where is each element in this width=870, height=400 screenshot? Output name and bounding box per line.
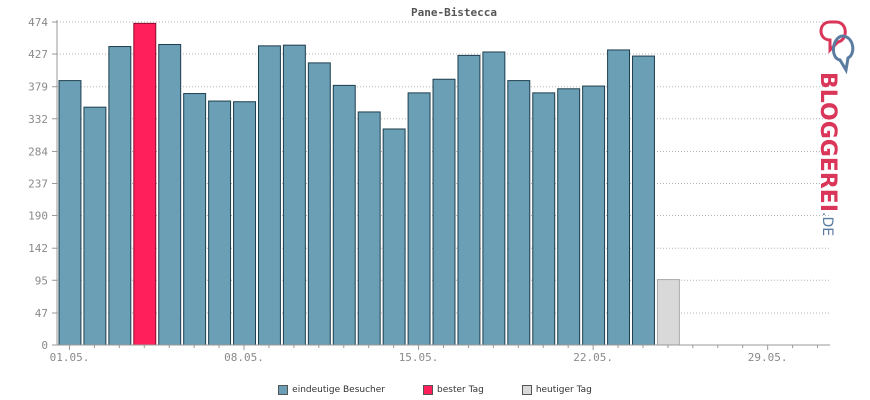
- bar-visitors: [183, 93, 207, 346]
- legend-label-today: heutiger Tag: [535, 385, 592, 395]
- legend-swatch-best-day: [423, 385, 433, 395]
- legend-label-best-day: bester Tag: [437, 385, 484, 395]
- logo-suffix: .DE: [819, 212, 835, 237]
- bar-visitors: [507, 80, 531, 346]
- x-axis-ticks: 01.05. 08.05. 15.05. 22.05. 29.05.: [50, 345, 819, 364]
- y-tick-label: 142: [28, 242, 48, 255]
- logo-wordmark: BLOGGEREI.DE: [812, 72, 842, 236]
- bars: [58, 22, 680, 346]
- bar-visitors: [233, 101, 256, 346]
- bar-visitors: [307, 62, 331, 346]
- bar-visitors: [108, 46, 132, 346]
- y-tick-label: 379: [28, 81, 48, 94]
- x-tick-label: 29.05.: [748, 351, 788, 364]
- bar-visitors: [83, 106, 107, 346]
- bar-visitors: [158, 43, 182, 346]
- bar-today: [656, 279, 680, 346]
- bar-visitors: [382, 128, 406, 346]
- logo-text: BLOGGEREI: [815, 72, 840, 213]
- bar-visitors: [607, 49, 631, 346]
- y-axis-ticks: 0 47 95 142 190 237 284 332 379 427 474: [28, 16, 57, 352]
- legend-item-best-day: bester Tag: [423, 385, 484, 395]
- chart-title: Pane-Bistecca: [411, 6, 497, 19]
- legend-swatch-visitors: [278, 385, 289, 395]
- legend-item-today: heutiger Tag: [521, 385, 592, 395]
- bar-visitors: [407, 92, 431, 346]
- bar-visitors: [532, 92, 556, 346]
- x-tick-label: 22.05.: [573, 351, 613, 364]
- legend-swatch-today: [521, 385, 532, 395]
- y-tick-label: 47: [35, 307, 48, 320]
- y-tick-label: 427: [28, 48, 48, 61]
- legend-label-visitors: eindeutige Besucher: [292, 385, 385, 395]
- bar-visitors: [432, 78, 456, 346]
- bar-visitors: [457, 54, 481, 346]
- bar-visitors: [557, 88, 581, 346]
- bar-visitors: [282, 44, 306, 346]
- bar-visitors: [582, 85, 606, 346]
- y-tick-label: 332: [28, 113, 48, 126]
- x-tick-label: 01.05.: [50, 351, 90, 364]
- legend-item-visitors: eindeutige Besucher: [278, 385, 385, 395]
- bar-visitors: [58, 80, 82, 346]
- bar-visitors: [208, 100, 232, 346]
- bar-visitors: [632, 55, 655, 346]
- y-tick-label: 95: [35, 274, 48, 287]
- legend: eindeutige Besucher bester Tag heutiger …: [0, 385, 870, 395]
- bar-visitors: [332, 84, 356, 346]
- bloggerei-logo: [808, 14, 868, 224]
- bar-best-day: [133, 22, 157, 346]
- bar-visitors: [257, 45, 281, 346]
- x-tick-label: 15.05.: [399, 351, 439, 364]
- bar-visitors: [357, 111, 381, 346]
- y-tick-label: 237: [28, 178, 48, 191]
- y-tick-label: 284: [28, 145, 48, 158]
- y-tick-label: 0: [41, 339, 48, 352]
- y-tick-label: 190: [28, 210, 48, 223]
- bar-visitors: [482, 51, 506, 346]
- x-tick-label: 08.05.: [224, 351, 264, 364]
- logo-icon: [819, 20, 855, 75]
- y-tick-label: 474: [28, 16, 48, 29]
